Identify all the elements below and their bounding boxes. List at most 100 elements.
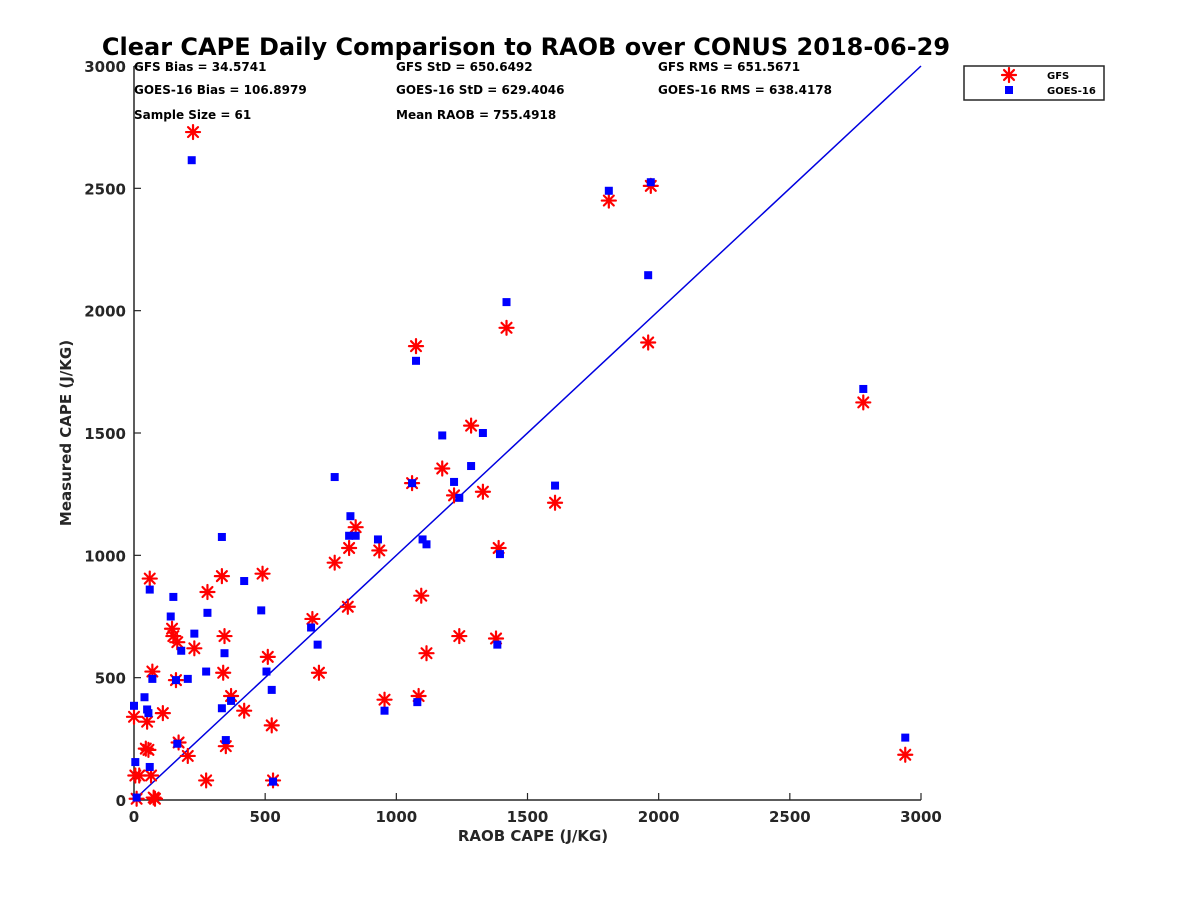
gfs-point xyxy=(451,627,468,645)
asterisk-stroke xyxy=(171,636,184,649)
goes16-point xyxy=(217,704,226,713)
plot-area: 0 500 1000 1500 2000 2500 3000 0 500 1000 1500 2000… xyxy=(84,58,942,826)
goes16-point xyxy=(646,178,655,187)
y-tick-label: 500 xyxy=(95,670,126,688)
gfs-point xyxy=(326,554,343,571)
goes16-point xyxy=(313,640,322,649)
asterisk-stroke xyxy=(146,665,159,678)
gfs-point xyxy=(263,717,280,734)
goes16-point xyxy=(413,698,422,707)
goes16-point xyxy=(202,667,211,676)
gfs-point xyxy=(640,334,657,351)
asterisk-stroke xyxy=(261,650,274,663)
x-tick-label: 3000 xyxy=(900,808,942,826)
gfs-rms-stat: GFS RMS = 651.5671 xyxy=(658,60,800,74)
x-tick-label: 0 xyxy=(129,808,139,826)
asterisk-stroke xyxy=(218,630,231,643)
gfs-point xyxy=(546,494,564,511)
goes-rms-stat: GOES-16 RMS = 638.4178 xyxy=(658,83,832,97)
goes16-point xyxy=(131,758,140,767)
asterisk-stroke xyxy=(341,600,354,613)
asterisk-stroke xyxy=(141,715,154,728)
goes16-point xyxy=(373,535,382,544)
goes16-point xyxy=(145,585,154,594)
gfs-point xyxy=(376,691,393,708)
asterisk-stroke xyxy=(186,126,200,139)
goes16-point xyxy=(257,606,266,615)
goes16-point xyxy=(493,640,502,649)
gfs-point xyxy=(855,394,872,411)
gfs-point xyxy=(215,664,232,681)
goes16-point xyxy=(171,676,180,685)
goes16-point xyxy=(345,531,354,540)
gfs-point xyxy=(474,483,492,500)
goes16-point xyxy=(438,431,447,440)
asterisk-stroke xyxy=(465,419,478,432)
goes16-point xyxy=(130,701,138,710)
legend-gfs-label: GFS xyxy=(1047,71,1069,82)
one-to-one-line xyxy=(133,65,922,801)
y-tick-label: 2000 xyxy=(84,303,126,321)
goes16-point xyxy=(901,733,910,742)
x-tick-label: 2500 xyxy=(769,808,811,826)
gfs-point xyxy=(339,598,356,615)
asterisk-stroke xyxy=(156,707,169,720)
goes16-point xyxy=(269,777,278,786)
gfs-point xyxy=(213,568,230,585)
asterisk-stroke xyxy=(238,704,251,717)
gfs-point xyxy=(216,627,233,645)
goes16-point xyxy=(190,629,199,638)
gfs-point xyxy=(142,767,160,784)
gfs-point xyxy=(897,746,914,763)
asterisk-stroke xyxy=(409,340,423,353)
goes16-point xyxy=(169,592,178,601)
gfs-point xyxy=(125,708,143,725)
asterisk-stroke xyxy=(489,632,503,645)
chart-title: Clear CAPE Daily Comparison to RAOB over… xyxy=(102,33,950,61)
asterisk-stroke xyxy=(378,693,391,706)
goes16-point xyxy=(220,649,229,658)
gfs-point xyxy=(179,747,196,765)
goes16-point xyxy=(495,550,504,559)
goes16-point xyxy=(551,481,560,490)
gfs-std-stat: GFS StD = 650.6492 xyxy=(396,60,533,74)
goes16-point xyxy=(408,479,417,488)
legend-goes-square-marker xyxy=(1005,86,1013,94)
gfs-point xyxy=(236,702,253,719)
gfs-point xyxy=(259,648,276,665)
goes16-point xyxy=(166,612,175,621)
asterisk-stroke xyxy=(328,556,341,569)
asterisk-stroke xyxy=(436,462,449,475)
goes16-point xyxy=(859,384,868,393)
goes16-point xyxy=(177,646,186,655)
y-tick-label: 1500 xyxy=(84,425,126,443)
asterisk-stroke xyxy=(500,321,513,334)
goes16-point xyxy=(145,762,154,771)
legend-box xyxy=(963,65,1105,101)
asterisk-stroke xyxy=(548,496,562,509)
y-tick-label: 3000 xyxy=(84,58,126,76)
goes16-point xyxy=(132,793,141,802)
gfs-point xyxy=(413,587,430,604)
y-tick-label: 1000 xyxy=(84,547,126,565)
goes16-point xyxy=(148,674,157,683)
asterisk-stroke xyxy=(492,541,505,555)
x-axis-label: RAOB CAPE (J/KG) xyxy=(458,827,608,845)
goes16-point xyxy=(144,709,153,718)
asterisk-stroke xyxy=(167,630,180,643)
gfs-point xyxy=(254,565,271,582)
goes16-point xyxy=(412,356,421,365)
asterisk-stroke xyxy=(142,743,155,756)
goes16-point xyxy=(644,271,653,280)
asterisk-stroke xyxy=(447,489,461,502)
gfs-point xyxy=(407,338,425,355)
goes16-point xyxy=(267,685,276,694)
asterisk-stroke xyxy=(420,647,433,660)
legend-gfs-asterisk xyxy=(1000,66,1018,84)
asterisk-stroke xyxy=(642,336,655,349)
asterisk-stroke xyxy=(899,748,912,761)
goes16-point xyxy=(422,540,431,549)
asterisk-stroke xyxy=(602,194,615,207)
asterisk-stroke xyxy=(1002,68,1016,82)
